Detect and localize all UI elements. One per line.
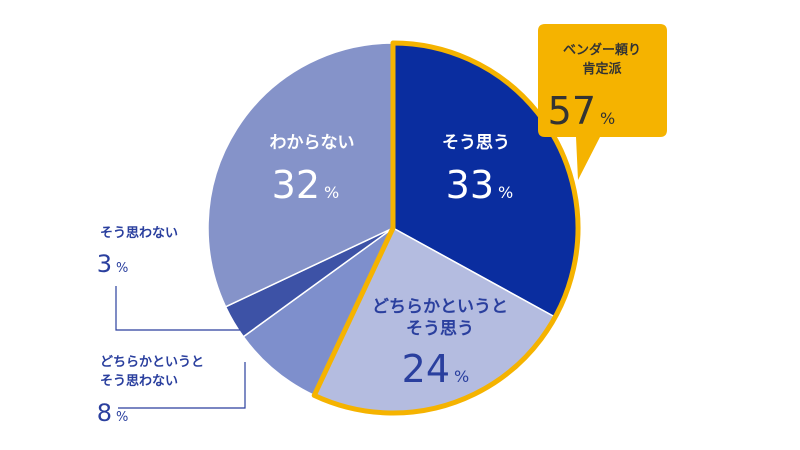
slice-label-dochira-soomowanai-line2: そう思わない [100, 374, 178, 389]
slice-label-dochira-soomou-line2: そう思う [406, 319, 474, 339]
slice-value-soomowanai: 3 [97, 250, 112, 278]
callout: ベンダー頼り 肯定派 57 % [538, 24, 667, 180]
slice-label-soomou: そう思う [442, 133, 510, 153]
slice-value-wakaranai: 32 [272, 163, 320, 207]
slice-label-dochira-soomou-line1: どちらかというと [372, 297, 508, 317]
slice-unit-dochira-soomowanai: % [116, 410, 128, 425]
slice-value-soomou: 33 [446, 163, 494, 207]
pie-slices [207, 42, 579, 414]
slice-label-dochira-soomowanai-line1: どちらかというと [100, 355, 204, 370]
callout-label-line2: 肯定派 [582, 61, 622, 77]
callout-unit: % [600, 109, 615, 128]
slice-unit-soomou: % [498, 183, 513, 202]
slice-label-wakaranai: わからない [270, 133, 355, 153]
slice-label-soomowanai: そう思わない [100, 226, 178, 241]
leader-line-soomowanai [115, 286, 240, 331]
leader-line-dochira-soomowanai [118, 362, 246, 409]
slice-wakaranai [207, 42, 394, 308]
callout-bubble [538, 24, 667, 180]
callout-label-line1: ベンダー頼り [563, 42, 641, 58]
slice-unit-dochira-soomou: % [454, 367, 469, 386]
callout-value: 57 [548, 89, 596, 133]
leader-lines [115, 286, 246, 409]
slice-unit-soomowanai: % [116, 261, 128, 276]
slice-value-dochira-soomou: 24 [402, 347, 450, 391]
slice-unit-wakaranai: % [324, 183, 339, 202]
positive-group-outline [311, 40, 581, 416]
slice-value-dochira-soomowanai: 8 [97, 399, 112, 427]
